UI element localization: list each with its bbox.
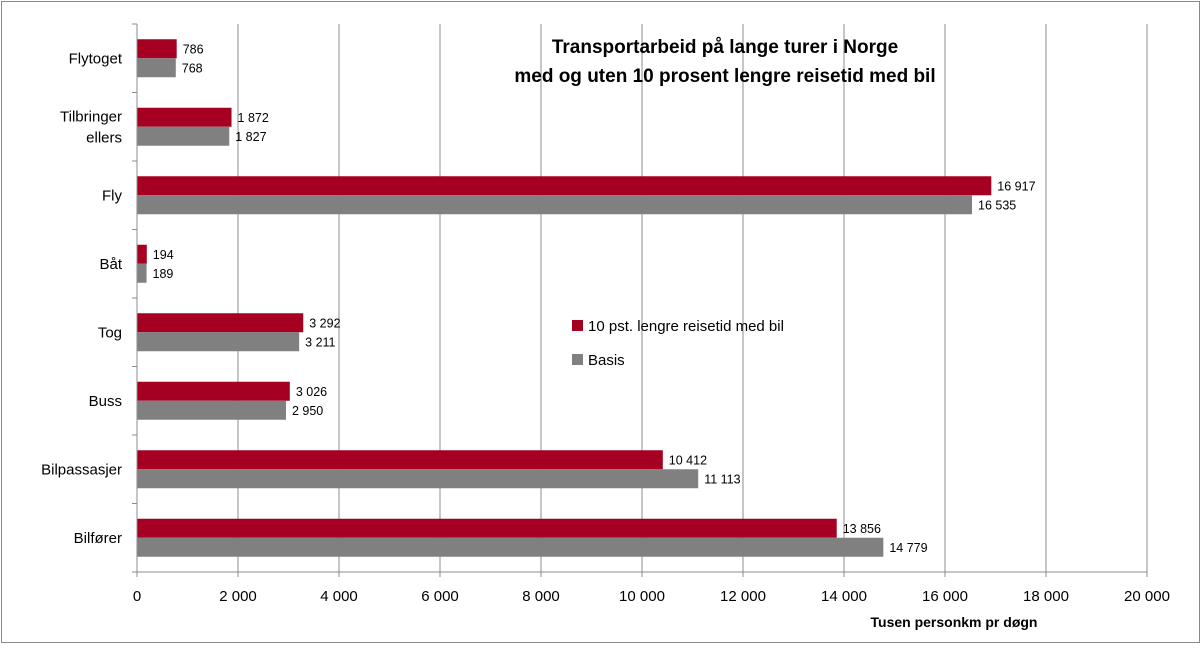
chart-title-line-1: Transportarbeid på lange turer i Norge — [552, 37, 898, 58]
x-tick-label: 14 000 — [821, 588, 867, 605]
category-label: ellers — [86, 129, 122, 146]
x-tick-label: 12 000 — [720, 588, 766, 605]
bar-scenario — [137, 450, 663, 470]
bar-scenario — [137, 176, 992, 196]
category-label: Båt — [99, 256, 122, 273]
bar-scenario — [137, 518, 837, 538]
category-label: Bilfører — [74, 530, 122, 547]
data-label: 11 113 — [704, 472, 740, 486]
category-label: Bilpassasjer — [41, 461, 122, 478]
bar-basis — [137, 332, 300, 352]
bar-basis — [137, 400, 286, 420]
x-tick-label: 18 000 — [1023, 588, 1069, 605]
data-label: 189 — [153, 267, 174, 281]
axes — [132, 23, 1148, 577]
x-axis-title: Tusen personkm pr døgn — [871, 614, 1038, 630]
data-label: 3 292 — [309, 316, 340, 330]
x-tick-label: 6 000 — [421, 588, 459, 605]
x-tick-label: 10 000 — [619, 588, 665, 605]
x-tick-label: 16 000 — [922, 588, 968, 605]
legend-swatch — [572, 354, 583, 365]
category-label: Flytoget — [69, 50, 123, 67]
data-label: 14 779 — [889, 541, 927, 555]
bar-scenario — [137, 244, 147, 264]
bar-scenario — [137, 107, 232, 127]
category-label: Buss — [89, 393, 122, 410]
bar-basis — [137, 469, 699, 489]
bar-basis — [137, 263, 147, 283]
data-label: 13 856 — [843, 522, 881, 536]
data-label: 10 412 — [669, 453, 707, 467]
x-tick-label: 8 000 — [522, 588, 560, 605]
legend-label: 10 pst. lengre reisetid med bil — [588, 318, 784, 335]
data-label: 3 026 — [296, 385, 327, 399]
x-tick-label: 0 — [133, 588, 141, 605]
data-label: 2 950 — [292, 404, 323, 418]
data-label: 768 — [182, 61, 203, 75]
bar-basis — [137, 537, 884, 557]
x-tick-label: 20 000 — [1124, 588, 1170, 605]
labels: 0 2 000 4 000 6 000 8 000 10 000 12 000 14 000 1… — [41, 42, 1170, 605]
legend: 10 pst. lengre reisetid med bil Basis — [572, 318, 784, 369]
bar-basis — [137, 195, 973, 215]
data-label: 194 — [153, 248, 174, 262]
bar-scenario — [137, 381, 290, 401]
data-label: 16 535 — [978, 198, 1016, 212]
legend-label: Basis — [588, 352, 625, 369]
bar-scenario — [137, 39, 177, 59]
data-label: 1 872 — [238, 111, 269, 125]
bars — [137, 39, 992, 557]
bar-basis — [137, 126, 230, 146]
data-label: 16 917 — [997, 179, 1035, 193]
gridlines — [237, 24, 1148, 572]
category-label: Tog — [98, 324, 122, 341]
x-tick-label: 2 000 — [219, 588, 257, 605]
legend-swatch — [572, 320, 583, 331]
x-tick-label: 4 000 — [320, 588, 358, 605]
chart-title-line-2: med og uten 10 prosent lengre reisetid m… — [514, 66, 935, 87]
category-label: Tilbringer — [60, 108, 122, 125]
data-label: 3 211 — [305, 335, 335, 349]
bar-scenario — [137, 313, 304, 333]
data-label: 786 — [183, 42, 204, 56]
bar-basis — [137, 58, 176, 78]
category-label: Fly — [102, 187, 122, 204]
data-label: 1 827 — [235, 130, 266, 144]
